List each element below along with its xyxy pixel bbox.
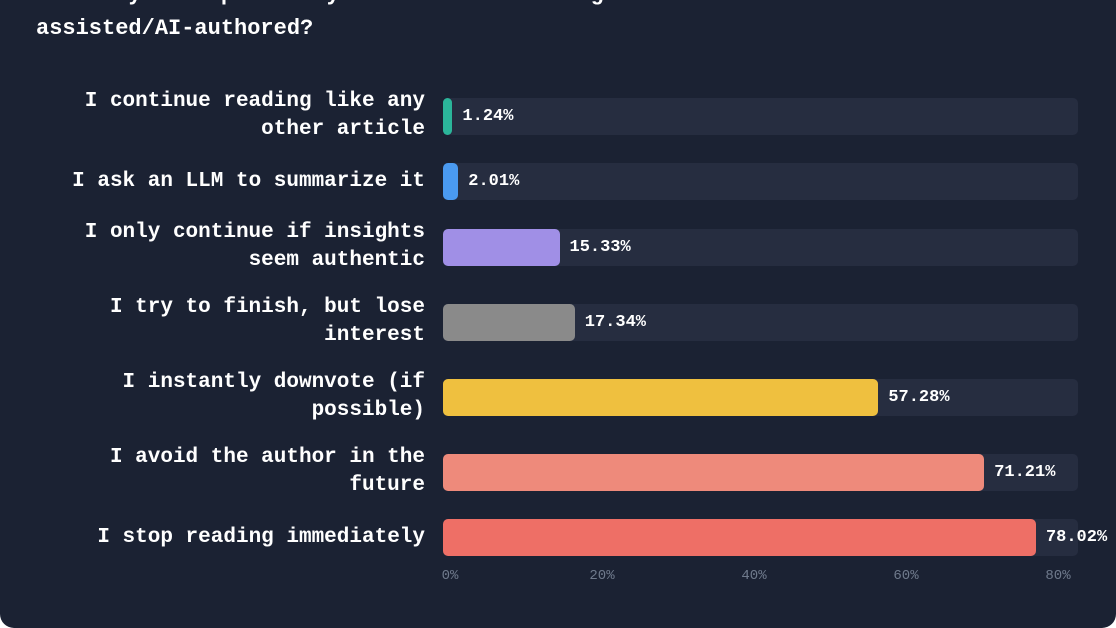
x-axis: 0% 20% 40% 60% 80% [441, 568, 1078, 588]
bar-track: 57.28% [443, 378, 1078, 416]
bar-row: I only continue if insights seem authent… [0, 219, 1116, 275]
bar [443, 228, 560, 266]
category-label: I continue reading like any other articl… [84, 90, 425, 141]
category-label: I ask an LLM to summarize it [72, 169, 425, 193]
bar [443, 303, 575, 341]
bar [443, 97, 453, 135]
bar [443, 378, 879, 416]
bar [443, 453, 985, 491]
category-label: I stop reading immediately [97, 525, 425, 549]
bar-track: 1.24% [443, 97, 1078, 135]
bar-track: 17.34% [443, 303, 1078, 341]
category-label: I instantly downvote (if possible) [122, 371, 425, 422]
bar [443, 519, 1036, 556]
bar-row: I try to finish, but lose interest 17.34% [0, 294, 1116, 350]
bar-track: 2.01% [443, 163, 1078, 200]
value-label: 78.02% [1045, 528, 1108, 547]
bar-row: I continue reading like any other articl… [0, 88, 1116, 144]
bar-track: 15.33% [443, 228, 1078, 266]
bar [443, 163, 459, 200]
category-label: I try to finish, but lose interest [109, 296, 425, 347]
x-tick-label: 0% [441, 568, 459, 584]
x-tick-label: 80% [1045, 568, 1071, 584]
chart-title: How do you respond if you think a tech b… [36, 0, 696, 41]
bar-track: 78.02% [443, 519, 1107, 556]
x-tick-label: 20% [589, 568, 615, 584]
value-label: 17.34% [584, 312, 646, 332]
category-label: I only continue if insights seem authent… [84, 221, 425, 272]
bar-track: 71.21% [443, 453, 1078, 491]
value-label: 57.28% [888, 387, 950, 407]
bar-row: I stop reading immediately 78.02% [0, 519, 1116, 556]
value-label: 15.33% [569, 237, 631, 257]
bar-rows: I continue reading like any other articl… [0, 88, 1116, 556]
category-label: I avoid the author in the future [109, 446, 425, 497]
bar-row: I instantly downvote (if possible) 57.28% [0, 369, 1116, 425]
bar-row: I ask an LLM to summarize it 2.01% [0, 163, 1116, 200]
value-label: 2.01% [468, 172, 520, 191]
x-tick-label: 40% [741, 568, 767, 584]
x-tick-label: 60% [893, 568, 919, 584]
value-label: 1.24% [462, 106, 514, 126]
value-label: 71.21% [994, 462, 1056, 482]
bar-row: I avoid the author in the future 71.21% [0, 444, 1116, 500]
